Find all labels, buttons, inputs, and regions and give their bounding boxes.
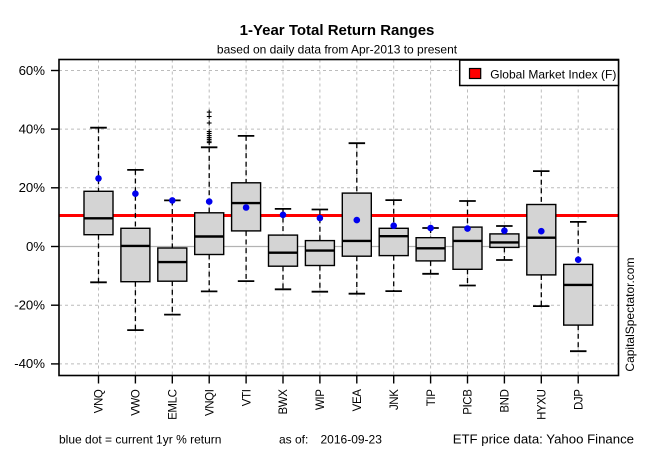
svg-text:BWX: BWX xyxy=(278,389,290,415)
svg-text:VNQI: VNQI xyxy=(204,389,216,416)
svg-text:WIP: WIP xyxy=(315,389,327,410)
svg-text:20%: 20% xyxy=(19,180,46,195)
svg-text:CapitalSpectator.com: CapitalSpectator.com xyxy=(623,258,637,372)
svg-text:BND: BND xyxy=(500,389,512,412)
svg-text:VWO: VWO xyxy=(131,389,143,416)
svg-text:HYXU: HYXU xyxy=(537,389,549,419)
svg-text:VTI: VTI xyxy=(241,389,253,406)
svg-text:EMLC: EMLC xyxy=(168,389,180,419)
svg-text:DJP: DJP xyxy=(573,389,585,410)
svg-text:blue dot = current 1yr % retur: blue dot = current 1yr % return xyxy=(59,432,221,446)
svg-text:as of:: as of: xyxy=(279,432,308,446)
svg-text:40%: 40% xyxy=(19,121,46,136)
svg-text:TIP: TIP xyxy=(426,389,438,406)
svg-text:VNQ: VNQ xyxy=(94,389,106,413)
svg-text:VEA: VEA xyxy=(352,389,364,412)
svg-text:1-Year Total Return Ranges: 1-Year Total Return Ranges xyxy=(240,22,435,39)
svg-text:-20%: -20% xyxy=(14,298,45,313)
svg-text:Global Market Index (F): Global Market Index (F) xyxy=(490,67,616,81)
svg-text:based on daily data from Apr-2: based on daily data from Apr-2013 to pre… xyxy=(217,42,458,56)
svg-text:60%: 60% xyxy=(19,63,46,78)
svg-text:2016-09-23: 2016-09-23 xyxy=(321,432,383,446)
svg-text:PICB: PICB xyxy=(463,389,475,415)
svg-text:-40%: -40% xyxy=(14,356,45,371)
svg-text:JNK: JNK xyxy=(389,389,401,410)
svg-text:ETF price data: Yahoo Finance: ETF price data: Yahoo Finance xyxy=(453,431,634,446)
svg-text:0%: 0% xyxy=(26,239,45,254)
